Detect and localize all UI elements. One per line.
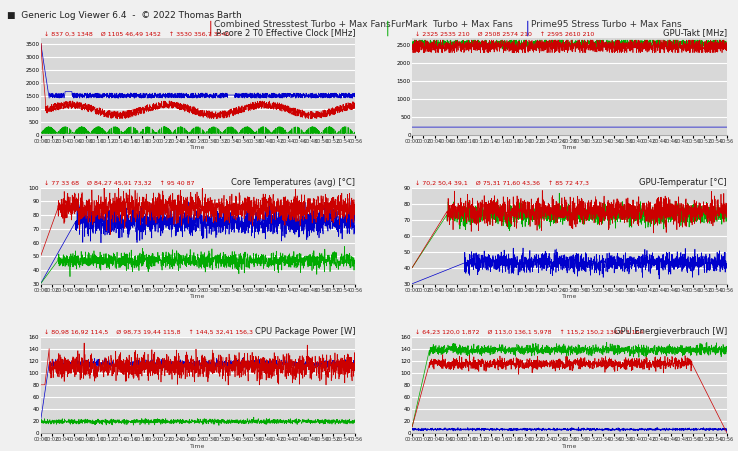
Text: Combined Stresstest Turbo + Max Fans: Combined Stresstest Turbo + Max Fans [214,20,390,29]
Text: ↓ 77 33 68    Ø 84,27 45,91 73,32    ↑ 95 40 87: ↓ 77 33 68 Ø 84,27 45,91 73,32 ↑ 95 40 8… [44,180,194,186]
Text: P-core 2 T0 Effective Clock [MHz]: P-core 2 T0 Effective Clock [MHz] [216,28,356,37]
Text: GPU-Takt [MHz]: GPU-Takt [MHz] [663,28,727,37]
Text: ↓ 64,23 120,0 1,872    Ø 113,0 136,1 5,978    ↑ 115,2 150,2 136,0 3,164: ↓ 64,23 120,0 1,872 Ø 113,0 136,1 5,978 … [415,330,644,335]
Text: ■  Generic Log Viewer 6.4  -  © 2022 Thomas Barth: ■ Generic Log Viewer 6.4 - © 2022 Thomas… [7,11,242,20]
X-axis label: Time: Time [562,145,577,150]
X-axis label: Time: Time [190,295,206,299]
Text: │: │ [384,20,391,36]
Text: ↓ 70,2 50,4 39,1    Ø 75,31 71,60 43,36    ↑ 85 72 47,3: ↓ 70,2 50,4 39,1 Ø 75,31 71,60 43,36 ↑ 8… [415,180,589,186]
Text: │: │ [524,20,531,36]
Text: GPU-Temperatur [°C]: GPU-Temperatur [°C] [639,178,727,187]
Text: │: │ [207,20,214,36]
Text: GPU Energieverbrauch [W]: GPU Energieverbrauch [W] [614,327,727,336]
X-axis label: Time: Time [562,443,577,448]
Text: ↓ 837 0,3 1348    Ø 1105 46,49 1452    ↑ 3530 356,7 3546: ↓ 837 0,3 1348 Ø 1105 46,49 1452 ↑ 3530 … [44,32,229,37]
Text: Prime95 Stress Turbo + Max Fans: Prime95 Stress Turbo + Max Fans [531,20,682,29]
Text: ↓ 2325 2535 210    Ø 2508 2574 210    ↑ 2595 2610 210: ↓ 2325 2535 210 Ø 2508 2574 210 ↑ 2595 2… [415,32,595,37]
Text: ↓ 80,98 16,92 114,5    Ø 98,73 19,44 115,8    ↑ 144,5 32,41 156,3: ↓ 80,98 16,92 114,5 Ø 98,73 19,44 115,8 … [44,330,252,335]
Text: CPU Package Power [W]: CPU Package Power [W] [255,327,356,336]
Text: FurMark  Turbo + Max Fans: FurMark Turbo + Max Fans [391,20,513,29]
X-axis label: Time: Time [562,295,577,299]
X-axis label: Time: Time [190,145,206,150]
X-axis label: Time: Time [190,443,206,448]
Text: Core Temperatures (avg) [°C]: Core Temperatures (avg) [°C] [232,178,356,187]
